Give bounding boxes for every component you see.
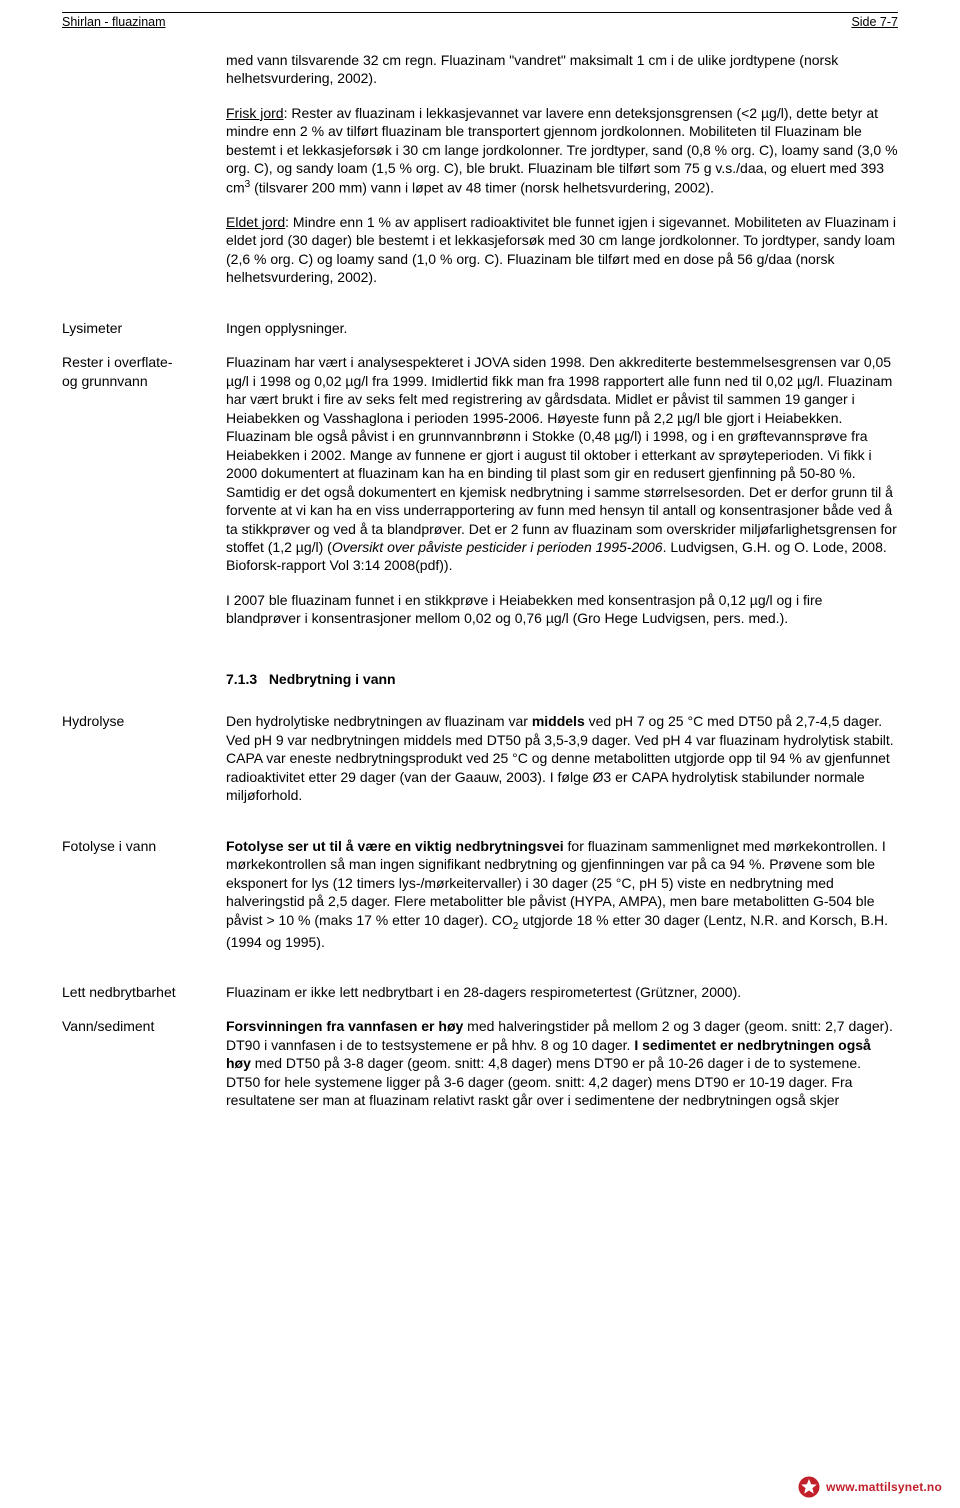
fotolyse-label: Fotolyse i vann xyxy=(62,837,226,855)
section-row: 7.1.3 Nedbrytning i vann xyxy=(62,660,898,696)
fotolyse-bold: Fotolyse ser ut til å være en viktig ned… xyxy=(226,838,564,854)
rester-p2: I 2007 ble fluazinam funnet i en stikkpr… xyxy=(226,591,898,628)
hydrolyse-label: Hydrolyse xyxy=(62,712,226,730)
intro-block: med vann tilsvarende 32 cm regn. Fluazin… xyxy=(62,51,898,303)
section-title: Nedbrytning i vann xyxy=(269,671,396,687)
hydrolyse-bold: middels xyxy=(532,713,585,729)
lysimeter-label: Lysimeter xyxy=(62,319,226,337)
rester-label: Rester i overflate- og grunnvann xyxy=(62,353,226,390)
rester-label-l1: Rester i overflate- xyxy=(62,353,218,371)
vann-label: Vann/sediment xyxy=(62,1017,226,1035)
hydrolyse-row: Hydrolyse Den hydrolytiske nedbrytningen… xyxy=(62,712,898,820)
lett-text: Fluazinam er ikke lett nedbrytbart i en … xyxy=(226,983,898,1001)
fotolyse-row: Fotolyse i vann Fotolyse ser ut til å væ… xyxy=(62,837,898,967)
intro-p3-rest: : Mindre enn 1 % av applisert radioaktiv… xyxy=(226,214,896,285)
rester-body: Fluazinam har vært i analysespekteret i … xyxy=(226,353,898,644)
vann-row: Vann/sediment Forsvinningen fra vannfase… xyxy=(62,1017,898,1109)
fotolyse-body: Fotolyse ser ut til å være en viktig ned… xyxy=(226,837,898,967)
intro-p3: Eldet jord: Mindre enn 1 % av applisert … xyxy=(226,213,898,287)
rester-p1-a: Fluazinam har vært i analysespekteret i … xyxy=(226,354,897,555)
lysimeter-row: Lysimeter Ingen opplysninger. xyxy=(62,319,898,337)
hydrolyse-a: Den hydrolytiske nedbrytningen av fluazi… xyxy=(226,713,532,729)
lett-row: Lett nedbrytbarhet Fluazinam er ikke let… xyxy=(62,983,898,1001)
footer-logo: www.mattilsynet.no xyxy=(798,1476,942,1498)
intro-body: med vann tilsvarende 32 cm regn. Fluazin… xyxy=(226,51,898,303)
header-left: Shirlan - fluazinam xyxy=(62,15,166,29)
eldet-jord-label: Eldet jord xyxy=(226,214,285,230)
vann-body: Forsvinningen fra vannfasen er høy med h… xyxy=(226,1017,898,1109)
rester-p1-ital: Oversikt over påviste pesticider i perio… xyxy=(332,539,663,555)
hydrolyse-body: Den hydrolytiske nedbrytningen av fluazi… xyxy=(226,712,898,820)
lett-label: Lett nedbrytbarhet xyxy=(62,983,226,1001)
running-header: Shirlan - fluazinam Side 7-7 xyxy=(62,15,898,29)
fotolyse-p: Fotolyse ser ut til å være en viktig ned… xyxy=(226,837,898,951)
intro-p2-tail: (tilsvarer 200 mm) vann i løpet av 48 ti… xyxy=(250,179,714,195)
intro-p2: Frisk jord: Rester av fluazinam i lekkas… xyxy=(226,104,898,197)
page: Shirlan - fluazinam Side 7-7 med vann ti… xyxy=(0,0,960,1508)
header-right: Side 7-7 xyxy=(851,15,898,29)
rester-row: Rester i overflate- og grunnvann Fluazin… xyxy=(62,353,898,644)
footer-link[interactable]: www.mattilsynet.no xyxy=(826,1480,942,1494)
hydrolyse-p: Den hydrolytiske nedbrytningen av fluazi… xyxy=(226,712,898,804)
section-num: 7.1.3 xyxy=(226,671,257,687)
rester-p1: Fluazinam har vært i analysespekteret i … xyxy=(226,353,898,575)
intro-p1: med vann tilsvarende 32 cm regn. Fluazin… xyxy=(226,51,898,88)
rester-label-l2: og grunnvann xyxy=(62,372,218,390)
vann-b: med DT50 på 3-8 dager (geom. snitt: 4,8 … xyxy=(226,1055,861,1108)
content: med vann tilsvarende 32 cm regn. Fluazin… xyxy=(62,51,898,1110)
vann-bold1: Forsvinningen fra vannfasen er høy xyxy=(226,1018,463,1034)
section-head-wrap: 7.1.3 Nedbrytning i vann xyxy=(226,660,898,696)
mattilsynet-icon xyxy=(798,1476,820,1498)
lysimeter-text: Ingen opplysninger. xyxy=(226,319,898,337)
top-rule xyxy=(62,12,898,13)
vann-p: Forsvinningen fra vannfasen er høy med h… xyxy=(226,1017,898,1109)
frisk-jord-label: Frisk jord xyxy=(226,105,284,121)
section-heading: 7.1.3 Nedbrytning i vann xyxy=(226,670,898,688)
